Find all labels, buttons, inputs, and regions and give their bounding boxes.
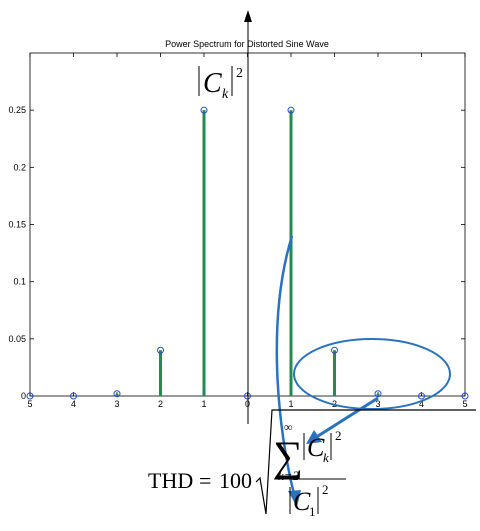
formula-coefficient: 100 — [219, 468, 252, 493]
y-axis-label-base: C — [203, 68, 222, 99]
sum-symbol: ∑ — [273, 434, 303, 480]
y-tick-label: 0.1 — [13, 277, 26, 287]
sum-upper-limit: ∞ — [284, 420, 293, 434]
denominator-arrow — [275, 235, 296, 495]
stem-marker — [113, 390, 121, 398]
stem-marker — [418, 392, 425, 400]
x-tick-label: 5 — [462, 399, 467, 409]
y-axis-label-subscript: k — [222, 87, 229, 102]
x-tick-label: 4 — [419, 399, 424, 409]
stem-marker — [26, 392, 34, 400]
numerator-arrow-head — [306, 430, 322, 444]
stem-marker — [331, 346, 338, 354]
denominator-base: C — [293, 487, 311, 516]
thd-formula: THD = 100 ∞ ∑ k=2 C k 2 C 1 2 — [148, 409, 476, 519]
stem-marker — [287, 106, 295, 114]
y-axis-label-exponent: 2 — [236, 66, 243, 81]
y-tick-layer: 0 0.05 0.1 0.15 0.2 0.25 — [8, 105, 465, 401]
y-tick-label: 0.2 — [13, 162, 26, 172]
y-tick-label: 0.25 — [8, 105, 26, 115]
y-tick-label: 0.05 — [8, 334, 26, 344]
x-tick-label: 1 — [201, 399, 206, 409]
numerator-subscript: k — [323, 450, 329, 465]
stem-marker — [200, 106, 208, 114]
stem-layer — [26, 106, 469, 400]
formula-lhs: THD — [148, 468, 193, 493]
denominator-subscript: 1 — [309, 504, 316, 519]
numerator-base: C — [307, 433, 325, 462]
radical-sign — [255, 409, 476, 515]
harmonics-ellipse — [293, 338, 451, 410]
x-tick-label: 2 — [158, 399, 163, 409]
stem-marker — [157, 346, 164, 354]
x-tick-label: 1 — [288, 399, 293, 409]
numerator-arrow — [317, 396, 379, 438]
x-tick-label: 5 — [27, 399, 32, 409]
y-tick-label: 0.15 — [8, 220, 26, 230]
chart-title: Power Spectrum for Distorted Sine Wave — [165, 39, 329, 49]
denominator-exponent: 2 — [322, 482, 329, 497]
vertical-axis-arrowhead — [244, 10, 252, 22]
annotation-group — [275, 235, 451, 507]
y-tick-label: 0 — [21, 391, 26, 401]
stem-marker — [374, 390, 382, 398]
y-axis-label: C k 2 — [198, 66, 243, 102]
formula-equals: = — [199, 468, 211, 493]
x-tick-label: 4 — [71, 399, 76, 409]
x-tick-label: 3 — [375, 399, 380, 409]
x-tick-label: 3 — [114, 399, 119, 409]
numerator-exponent: 2 — [335, 428, 342, 443]
stem-marker — [70, 392, 77, 400]
stem-marker — [461, 392, 469, 400]
sum-lower-limit: k=2 — [278, 468, 300, 483]
denominator-arrow-head — [288, 490, 301, 507]
